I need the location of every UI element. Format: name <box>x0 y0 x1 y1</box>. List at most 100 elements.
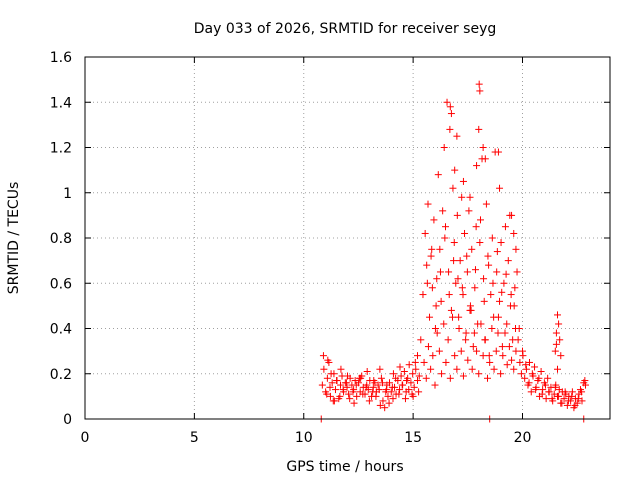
data-point <box>383 381 391 389</box>
data-point <box>350 399 358 407</box>
data-point <box>528 370 536 378</box>
data-point <box>469 343 477 351</box>
data-point <box>344 372 351 380</box>
data-point <box>405 386 413 394</box>
data-point <box>455 325 463 332</box>
data-point <box>513 268 521 276</box>
data-point <box>396 363 404 371</box>
data-point <box>455 313 463 321</box>
data-point <box>423 261 431 269</box>
data-point <box>485 352 493 360</box>
y-tick-label: 0 <box>63 412 72 428</box>
data-point <box>522 365 530 373</box>
data-point <box>379 397 387 405</box>
y-tick-label: 0.2 <box>50 367 72 383</box>
data-point <box>465 207 473 215</box>
data-point <box>479 144 487 151</box>
data-point <box>323 390 331 398</box>
data-point <box>357 374 365 382</box>
data-point <box>423 279 431 287</box>
data-point <box>458 193 466 201</box>
data-point <box>454 275 462 283</box>
data-point <box>574 395 582 403</box>
data-point <box>508 211 516 219</box>
data-point <box>493 268 501 276</box>
data-point <box>346 395 354 403</box>
data-point <box>343 383 351 391</box>
data-point <box>475 125 483 133</box>
data-point <box>452 279 460 287</box>
data-point <box>471 284 479 292</box>
data-point <box>542 395 550 403</box>
data-point <box>319 352 327 360</box>
data-point <box>405 361 413 369</box>
data-point <box>417 336 425 344</box>
data-point <box>568 388 576 396</box>
data-point <box>496 184 504 192</box>
plot-frame <box>84 56 611 420</box>
data-point <box>487 291 495 299</box>
data-point <box>415 388 423 396</box>
data-point <box>473 347 481 355</box>
data-point <box>415 372 423 380</box>
data-point <box>512 347 520 355</box>
data-point <box>431 381 439 389</box>
data-point <box>370 377 378 385</box>
data-point <box>526 358 533 366</box>
data-point <box>414 377 421 385</box>
x-axis-label: GPS time / hours <box>286 459 403 475</box>
data-point <box>330 397 338 405</box>
y-tick-label: 1.2 <box>50 141 72 157</box>
data-point <box>473 162 481 170</box>
data-point <box>486 358 494 366</box>
x-tick-label: 20 <box>514 430 532 446</box>
data-point <box>459 177 467 185</box>
x-tick-label: 0 <box>81 430 90 446</box>
data-point <box>544 374 552 382</box>
data-point <box>481 336 489 344</box>
data-point <box>477 320 485 328</box>
data-point <box>339 386 347 394</box>
data-point <box>369 388 377 396</box>
data-point <box>336 392 344 400</box>
data-point <box>453 365 461 373</box>
data-point <box>563 401 571 409</box>
data-point <box>514 336 522 344</box>
data-point <box>510 365 518 373</box>
data-point <box>428 245 436 253</box>
data-point <box>555 392 563 400</box>
data-point <box>420 358 428 366</box>
data-point <box>430 216 438 224</box>
data-point <box>431 325 439 332</box>
data-point <box>436 268 444 276</box>
data-point <box>327 370 335 378</box>
data-point <box>372 392 380 400</box>
data-points <box>317 80 589 423</box>
data-point <box>500 279 508 287</box>
data-point <box>437 297 445 305</box>
data-point <box>337 365 345 373</box>
data-point <box>447 306 455 314</box>
data-point <box>488 234 496 242</box>
data-point <box>438 370 446 378</box>
data-point <box>450 239 458 247</box>
data-point <box>505 343 513 351</box>
data-point <box>446 125 454 133</box>
data-point <box>449 184 457 192</box>
data-point <box>502 270 510 278</box>
data-point <box>433 275 441 283</box>
data-point <box>398 381 406 389</box>
data-point <box>475 80 483 88</box>
data-point <box>554 365 561 373</box>
data-point <box>414 352 421 360</box>
data-point <box>541 381 549 389</box>
data-point <box>443 98 451 106</box>
y-tick-label: 0.8 <box>50 231 72 247</box>
data-point <box>379 379 386 387</box>
data-point <box>453 211 461 219</box>
data-point <box>412 365 420 373</box>
data-point <box>458 284 466 292</box>
data-point <box>535 374 543 382</box>
data-point <box>396 386 404 394</box>
y-tick-label: 1 <box>63 186 72 202</box>
